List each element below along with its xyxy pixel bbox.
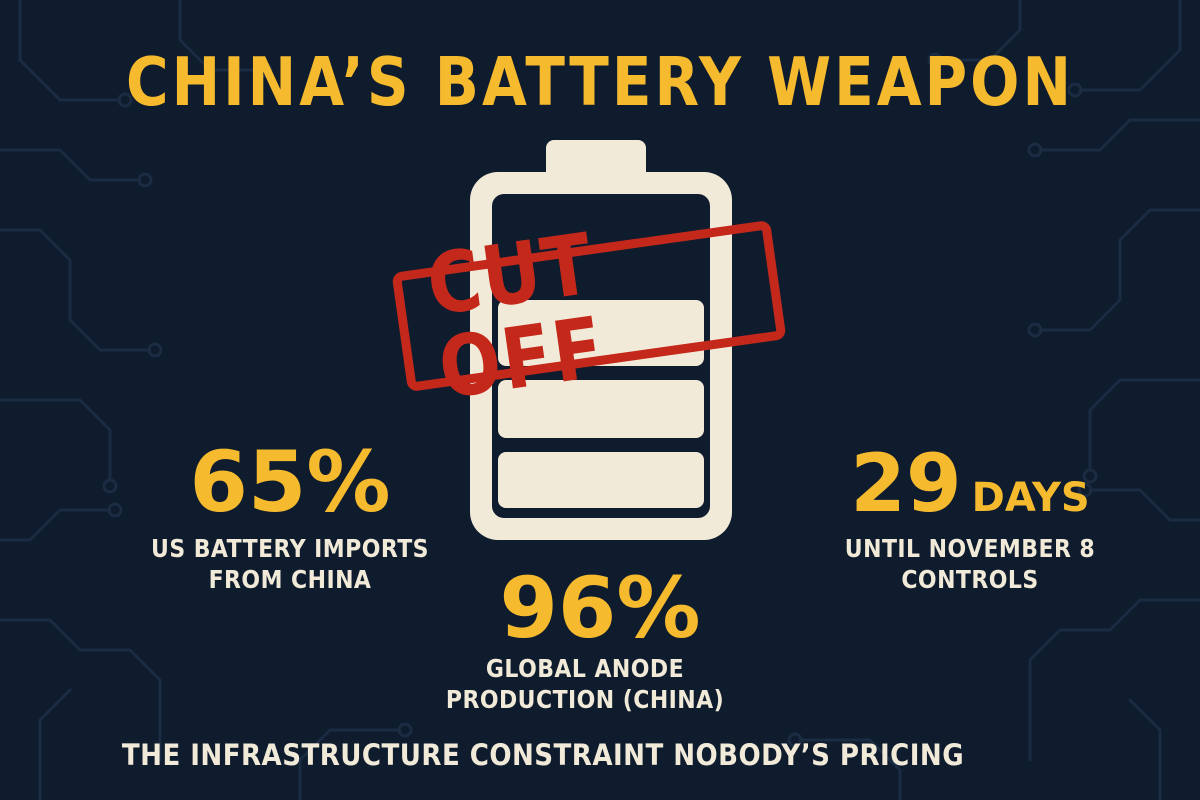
page-title: CHINA’S BATTERY WEAPON: [126, 42, 1074, 122]
stat-days-label-line2: CONTROLS: [901, 565, 1039, 595]
stat-days-value: 29: [850, 437, 962, 530]
stat-us-imports-label-line1: US BATTERY IMPORTS: [151, 534, 429, 563]
stat-anode-value: 96%: [499, 559, 701, 657]
stat-us-imports-label-line2: FROM CHINA: [208, 565, 372, 595]
tagline: THE INFRASTRUCTURE CONSTRAINT NOBODY’S P…: [121, 738, 965, 772]
stat-us-imports-label: US BATTERY IMPORTS FROM CHINA: [140, 533, 439, 596]
battery-cell-top: [498, 300, 704, 366]
battery-cell-middle: [498, 380, 704, 438]
battery-cell-bottom: [498, 452, 704, 508]
stat-anode-label-line2: PRODUCTION (CHINA): [445, 685, 725, 715]
stat-days-label-line1: UNTIL NOVEMBER 8: [844, 534, 1096, 563]
stat-anode-label: GLOBAL ANODE PRODUCTION (CHINA): [422, 653, 748, 716]
stat-us-imports-value: 65%: [189, 433, 391, 531]
battery-terminal: [546, 140, 646, 180]
stat-days-label: UNTIL NOVEMBER 8 CONTROLS: [820, 533, 1119, 596]
cut-off-stamp: CUT OFF: [391, 215, 787, 418]
stat-days-value-group: 29 DAYS: [820, 444, 1120, 524]
stat-days-unit: DAYS: [971, 475, 1090, 521]
stat-anode-label-line1: GLOBAL ANODE: [485, 654, 685, 683]
